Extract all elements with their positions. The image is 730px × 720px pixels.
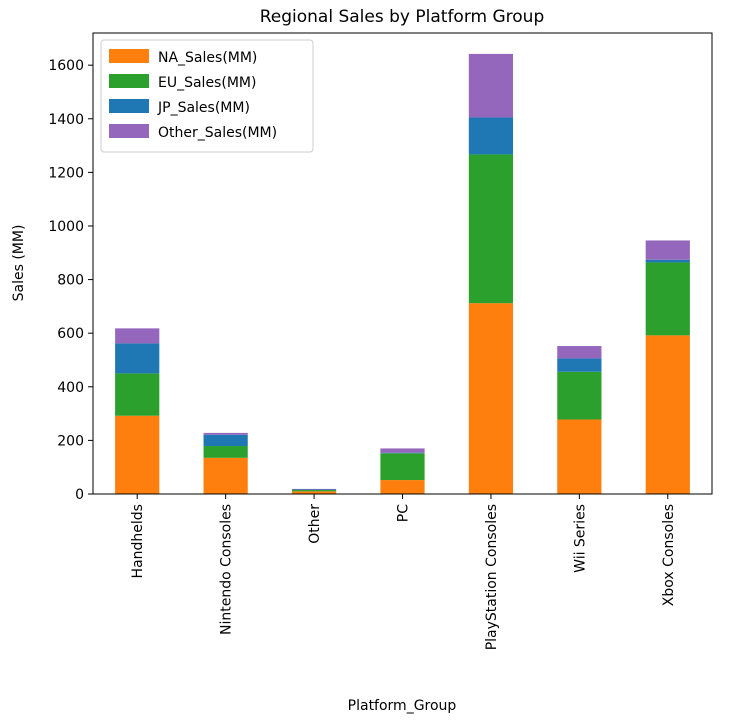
legend: NA_Sales(MM) EU_Sales(MM) JP_Sales(MM) Othe… (100, 39, 314, 153)
bar-segment-other-3 (291, 488, 337, 490)
bar-segment-nintendo-consoles-0 (203, 457, 248, 494)
legend-swatch (109, 124, 149, 138)
bar-segment-other-1 (291, 489, 337, 492)
bar-segment-handhelds-0 (115, 415, 160, 494)
bar-segment-wii-series-3 (557, 346, 602, 359)
x-tick-label: Handhelds (130, 504, 146, 578)
y-tick-label: 400 (57, 380, 84, 396)
legend-label: JP_Sales(MM) (157, 100, 250, 116)
bar-segment-playstation-consoles-2 (468, 117, 514, 155)
bar-segment-wii-series-0 (557, 419, 602, 494)
bar-segment-xbox-consoles-2 (645, 259, 690, 263)
bar-segment-pc-1 (380, 453, 425, 481)
x-ticks-group: Handhelds Nintendo Consoles Other PC PlaySta… (130, 494, 677, 650)
bar-segment-other-0 (291, 491, 337, 494)
y-ticks-group: 0 200 400 600 800 1000 1200 1400 1600 (48, 58, 93, 503)
bars-group (115, 53, 690, 494)
bar-segment-playstation-consoles-0 (468, 303, 514, 494)
bar-segment-handhelds-3 (115, 328, 160, 344)
legend-box (100, 39, 314, 153)
bar-segment-nintendo-consoles-3 (203, 432, 248, 435)
bar-segment-xbox-consoles-0 (645, 335, 690, 494)
bar-segment-other-2 (291, 489, 337, 490)
bar-segment-xbox-consoles-1 (645, 262, 690, 336)
y-tick-label: 800 (57, 273, 84, 289)
bar-segment-handhelds-1 (115, 373, 160, 416)
bar-segment-handhelds-2 (115, 343, 160, 374)
x-tick-label: Nintendo Consoles (219, 504, 235, 635)
legend-swatch (109, 49, 149, 63)
legend-swatch (109, 74, 149, 88)
plot-frame (92, 32, 713, 495)
bar-segment-playstation-consoles-1 (468, 154, 514, 304)
bar-segment-xbox-consoles-3 (645, 240, 690, 260)
y-tick-label: 0 (75, 487, 84, 503)
y-tick-label: 1000 (48, 219, 84, 235)
y-axis-label: Sales (MM) (11, 225, 27, 302)
bar-segment-playstation-consoles-3 (468, 53, 514, 118)
bar-segment-nintendo-consoles-1 (203, 446, 248, 458)
x-tick-label: PlayStation Consoles (484, 504, 500, 650)
bar-segment-pc-0 (380, 480, 425, 494)
legend-label: EU_Sales(MM) (158, 75, 256, 91)
legend-swatch (109, 99, 149, 113)
legend-label: Other_Sales(MM) (158, 125, 277, 141)
bar-segment-pc-2 (380, 452, 425, 454)
bar-segment-wii-series-1 (557, 371, 602, 420)
legend-label: NA_Sales(MM) (158, 50, 257, 66)
x-tick-label: Wii Series (572, 504, 588, 573)
x-tick-label: Other (307, 504, 323, 544)
bar-segment-nintendo-consoles-2 (203, 434, 248, 447)
bar-segment-pc-3 (380, 448, 425, 453)
y-tick-label: 1600 (48, 58, 84, 74)
chart-title: Regional Sales by Platform Group (260, 7, 545, 27)
y-tick-label: 1400 (48, 112, 84, 128)
x-tick-label: Xbox Consoles (661, 504, 677, 606)
bar-segment-wii-series-2 (557, 358, 602, 372)
y-tick-label: 200 (57, 433, 84, 449)
x-axis-label: Platform_Group (348, 698, 457, 714)
x-tick-label: PC (396, 504, 412, 522)
y-tick-label: 1200 (48, 165, 84, 181)
y-tick-label: 600 (57, 326, 84, 342)
